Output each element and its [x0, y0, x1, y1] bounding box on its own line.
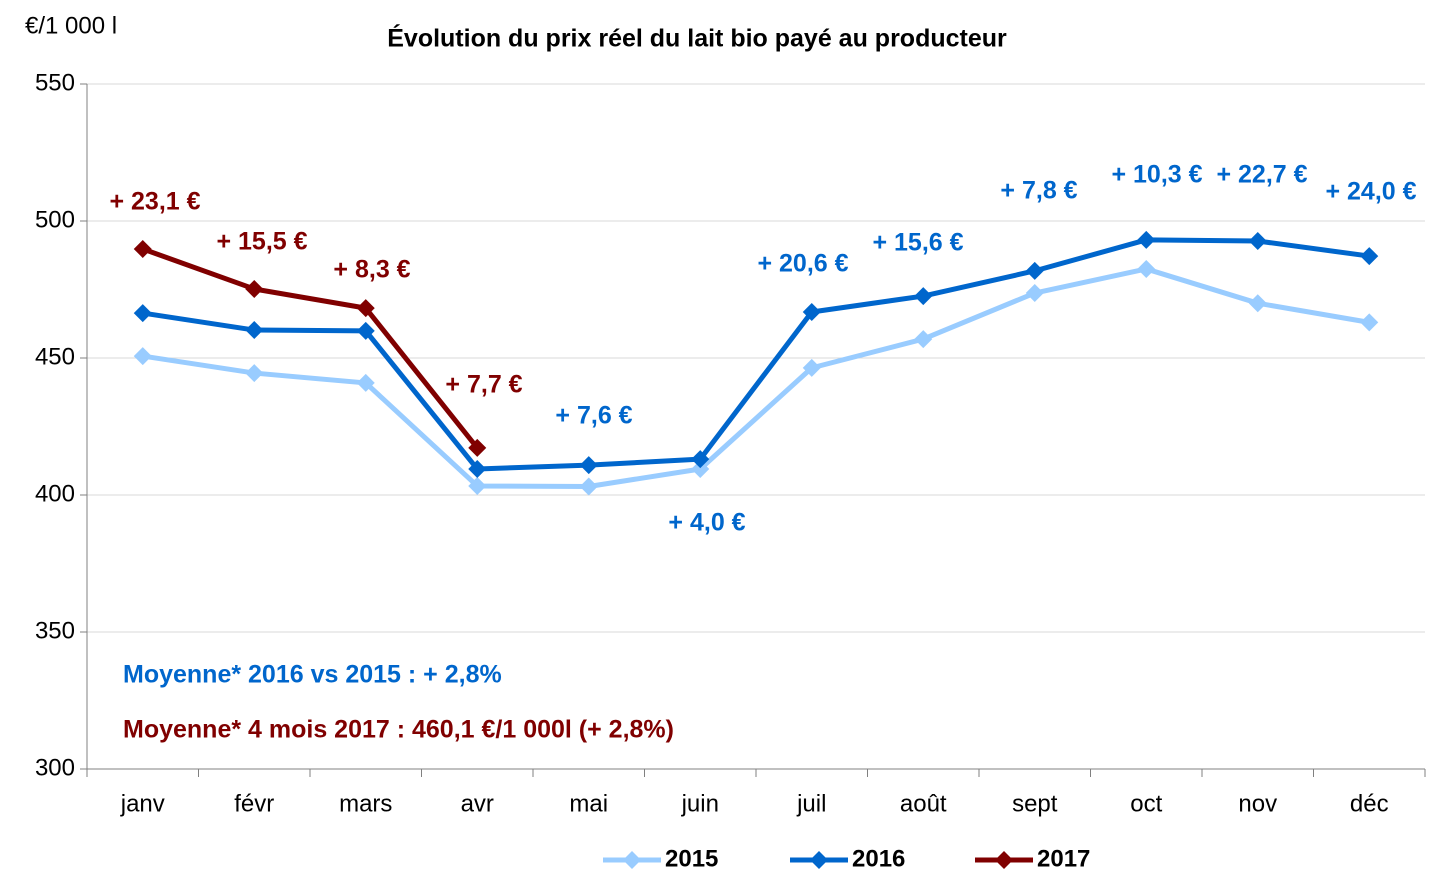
point-marker	[133, 239, 152, 258]
annotation: + 24,0 €	[1325, 178, 1416, 206]
x-tick-label: nov	[1238, 790, 1277, 817]
point-marker	[468, 459, 487, 478]
annotation: + 7,6 €	[555, 402, 632, 430]
x-tick-label: avr	[461, 790, 494, 817]
series-line	[141, 246, 480, 450]
point-marker	[802, 302, 821, 321]
point-marker	[691, 459, 710, 478]
point-marker	[356, 373, 375, 392]
annotation: + 23,1 €	[109, 188, 200, 216]
point-marker	[1025, 261, 1044, 280]
series-line	[142, 237, 1370, 472]
point-marker	[133, 347, 152, 366]
y-tick-label: 400	[35, 480, 75, 507]
point-marker	[245, 364, 264, 383]
x-tick-label: juin	[681, 790, 719, 817]
y-tick-label: 300	[35, 754, 75, 781]
annotation: Moyenne* 4 mois 2017 : 460,1 €/1 000l (+…	[123, 716, 674, 744]
y-tick-label: 450	[35, 343, 75, 370]
y-axis-label: €/1 000 l	[25, 12, 117, 39]
x-tick-label: sept	[1012, 790, 1058, 817]
x-tick-label: déc	[1350, 790, 1389, 817]
point-marker	[914, 287, 933, 306]
y-tick-label: 550	[35, 69, 75, 96]
x-tick-label: mars	[339, 790, 392, 817]
x-tick-label: juil	[796, 790, 826, 817]
y-tick-label: 350	[35, 617, 75, 644]
point-marker	[1360, 247, 1379, 266]
point-marker	[356, 321, 375, 340]
annotation: + 8,3 €	[333, 256, 410, 284]
x-tick-label: mai	[569, 790, 608, 817]
point-marker	[579, 477, 598, 496]
annotation: + 15,6 €	[872, 229, 963, 257]
point-marker	[468, 438, 487, 457]
chart-title: Évolution du prix réel du lait bio payé …	[387, 24, 1007, 53]
annotation: Moyenne* 2016 vs 2015 : + 2,8%	[123, 661, 502, 689]
legend-marker	[810, 851, 828, 869]
point-marker	[802, 358, 821, 377]
point-marker	[691, 450, 710, 469]
point-marker	[1248, 232, 1267, 251]
point-marker	[133, 304, 152, 323]
point-marker	[1248, 294, 1267, 313]
point-marker	[468, 476, 487, 495]
point-marker	[1360, 313, 1379, 332]
annotation: + 10,3 €	[1111, 161, 1202, 189]
point-marker	[1137, 230, 1156, 249]
point-marker	[245, 321, 264, 340]
legend-label: 2016	[852, 845, 905, 872]
x-tick-label: août	[900, 790, 947, 817]
legend-marker	[995, 851, 1013, 869]
legend-label: 2015	[665, 845, 718, 872]
point-marker	[356, 299, 375, 318]
annotation: + 22,7 €	[1216, 161, 1307, 189]
legend-marker	[623, 851, 641, 869]
legend-label: 2017	[1037, 845, 1090, 872]
annotation: + 7,8 €	[1000, 177, 1077, 205]
point-marker	[914, 330, 933, 349]
point-marker	[1025, 284, 1044, 303]
point-marker	[1137, 259, 1156, 278]
x-tick-label: janv	[120, 790, 165, 817]
x-tick-label: oct	[1130, 790, 1162, 817]
point-marker	[579, 456, 598, 475]
y-tick-label: 500	[35, 206, 75, 233]
annotation: + 7,7 €	[445, 371, 522, 399]
annotation: + 4,0 €	[668, 509, 745, 537]
x-tick-label: févr	[234, 790, 274, 817]
point-marker	[245, 279, 264, 298]
annotation: + 15,5 €	[216, 228, 307, 256]
annotation: + 20,6 €	[757, 250, 848, 278]
series-line	[142, 266, 1370, 490]
